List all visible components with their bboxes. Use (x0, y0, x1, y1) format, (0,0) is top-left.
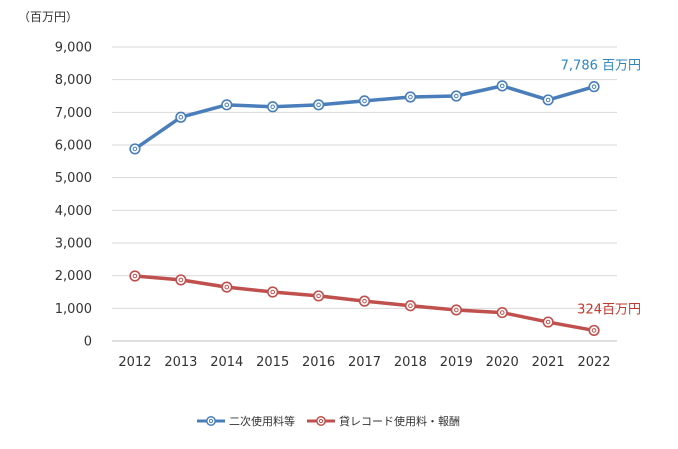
data-point (358, 95, 371, 107)
y-tick-label: 4,000 (55, 204, 92, 219)
legend-item: 二次使用料等 (197, 414, 295, 428)
data-point (404, 91, 417, 103)
data-point (450, 90, 462, 102)
data-point (542, 316, 554, 328)
y-tick-label: 7,000 (55, 106, 92, 121)
data-point (221, 99, 233, 111)
x-tick-label: 2012 (118, 355, 151, 370)
data-point (129, 270, 141, 282)
gridlines (112, 46, 617, 342)
y-tick-label: 9,000 (55, 41, 92, 56)
y-tick-label: 2,000 (55, 269, 92, 284)
x-tick-label: 2015 (256, 355, 289, 370)
data-point (450, 304, 462, 316)
data-point (312, 99, 325, 111)
end-value-annotation: 324百万円 (577, 302, 641, 317)
x-tick-label: 2014 (210, 355, 243, 370)
y-tick-label: 1,000 (55, 302, 92, 317)
y-axis-unit-label: （百万円） (18, 10, 78, 24)
x-tick-label: 2022 (577, 355, 610, 370)
end-value-annotation: 7,786 百万円 (561, 59, 641, 74)
data-point (542, 94, 554, 106)
end-annotations: 7,786 百万円 324百万円 (561, 59, 641, 318)
x-tick-label: 2016 (302, 355, 335, 370)
x-tick-label: 2018 (394, 355, 427, 370)
y-tick-label: 5,000 (55, 171, 92, 186)
legend: 二次使用料等 貸レコード使用料・報酬 (197, 414, 460, 428)
series-lines (129, 80, 600, 337)
data-point (312, 290, 325, 302)
data-point (129, 143, 141, 155)
data-point (588, 324, 600, 337)
x-tick-label: 2017 (348, 355, 381, 370)
data-point (496, 80, 508, 92)
data-point (267, 101, 279, 113)
legend-label: 二次使用料等 (229, 414, 295, 428)
x-tick-label: 2021 (532, 355, 565, 370)
data-point (267, 286, 279, 298)
x-tick-label: 2013 (164, 355, 197, 370)
data-point (175, 274, 187, 286)
data-point (496, 306, 508, 319)
y-tick-label: 3,000 (55, 237, 92, 252)
legend-item: 貸レコード使用料・報酬 (307, 414, 460, 428)
y-tick-label: 8,000 (55, 73, 92, 88)
x-tick-label: 2019 (440, 355, 473, 370)
data-point (175, 111, 187, 123)
y-tick-label: 6,000 (55, 139, 92, 154)
data-point (404, 300, 417, 312)
x-axis-tick-labels: 2012 2013 2014 2015 2016 2017 2018 2019 2020 2021… (118, 355, 610, 370)
data-point (221, 281, 233, 293)
y-axis-tick-labels: 0 1,000 2,000 3,000 4,000 5,000 6,000 7,000 8,00… (55, 41, 92, 350)
x-tick-label: 2020 (486, 355, 519, 370)
data-point (358, 295, 371, 307)
legend-label: 貸レコード使用料・報酬 (339, 414, 460, 428)
data-point (588, 81, 600, 93)
y-tick-label: 0 (84, 335, 92, 350)
